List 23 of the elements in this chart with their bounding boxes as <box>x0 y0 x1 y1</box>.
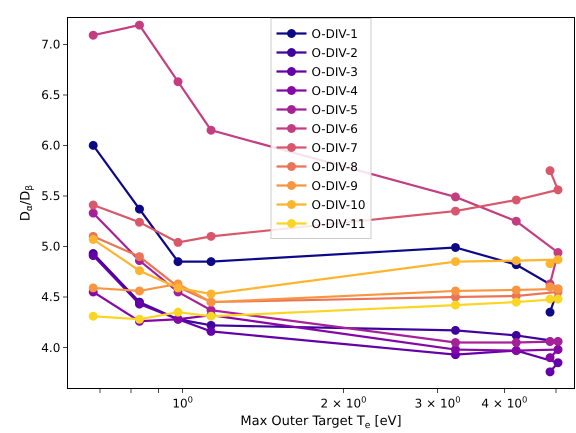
y-tick-label: 6.0 <box>41 138 60 153</box>
y-tick-label: 5.0 <box>41 240 60 254</box>
y-tick-label: 6.5 <box>41 88 60 102</box>
legend-label: O-DIV-9 <box>312 179 358 194</box>
legend-label: O-DIV-7 <box>312 141 358 156</box>
y-tick-label: 4.0 <box>41 340 60 355</box>
x-axis-title: Max Outer Target T$_{e}$ [eV] <box>240 414 402 431</box>
legend-label: O-DIV-4 <box>312 84 358 98</box>
legend-label: O-DIV-2 <box>312 46 358 60</box>
legend-label: O-DIV-1 <box>312 27 358 42</box>
x-tick-label: 3 × 10$^{0}$ <box>414 394 461 411</box>
y-tick-label: 5.5 <box>41 189 60 204</box>
legend-label: O-DIV-5 <box>312 103 358 118</box>
y-tick-label: 7.0 <box>41 37 60 52</box>
legend-label: O-DIV-3 <box>312 65 358 80</box>
x-tick-label: 10$^{0}$ <box>172 394 194 411</box>
x-tick-label: 2 × 10$^{0}$ <box>320 394 366 411</box>
y-tick-label: 4.5 <box>41 290 60 304</box>
legend-label: O-DIV-10 <box>312 198 366 212</box>
legend-label: O-DIV-6 <box>312 122 358 136</box>
legend-label: O-DIV-8 <box>312 160 358 174</box>
x-tick-label: 4 × 10$^{0}$ <box>481 394 528 411</box>
legend-label: O-DIV-11 <box>312 217 366 232</box>
